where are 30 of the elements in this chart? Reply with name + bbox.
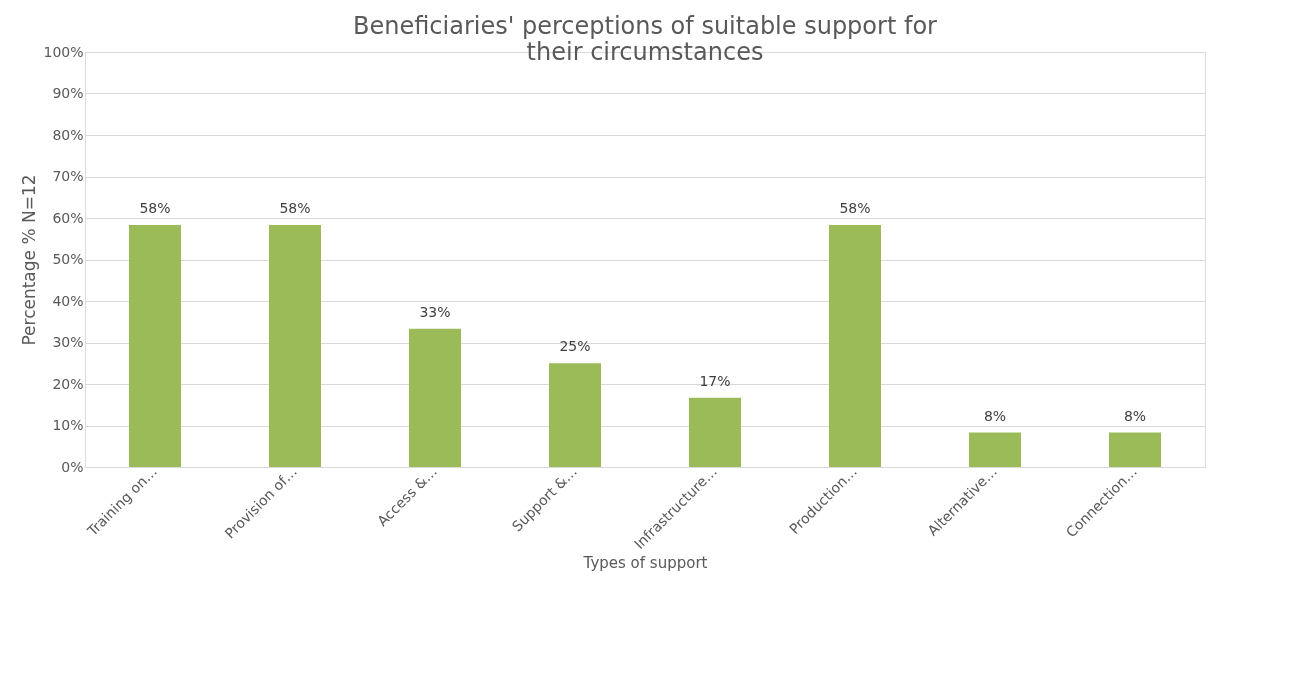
bar <box>829 225 881 467</box>
y-axis-title: Percentage % N=12 <box>19 174 40 346</box>
bar <box>1109 432 1161 467</box>
y-tick-label: 10% <box>52 417 84 433</box>
y-tick-label: 90% <box>52 85 84 101</box>
data-label: 58% <box>139 200 171 217</box>
y-tick-label: 20% <box>52 375 84 392</box>
data-label: 8% <box>1123 407 1147 424</box>
data-label: 33% <box>419 303 451 320</box>
data-label: 8% <box>983 407 1007 424</box>
y-tick-label: 30% <box>52 334 84 350</box>
bar <box>129 225 181 467</box>
bar <box>269 225 321 467</box>
x-axis-title: Types of support <box>582 554 708 573</box>
y-tick-label: 40% <box>52 292 84 309</box>
y-tick-label: 70% <box>52 168 84 184</box>
bar <box>689 397 741 467</box>
bar <box>969 432 1021 467</box>
data-label: 25% <box>559 338 591 355</box>
bar <box>409 328 461 467</box>
bar <box>549 363 601 467</box>
data-label: 17% <box>699 372 731 389</box>
y-tick-label: 80% <box>52 126 84 143</box>
data-label: 58% <box>839 200 871 217</box>
chart-title: Beneficiaries' perceptions of suitable support for their circumstances <box>353 12 938 66</box>
y-tick-label: 60% <box>52 209 84 226</box>
y-tick-label: 0% <box>61 458 84 475</box>
data-label: 58% <box>279 200 311 217</box>
y-tick-label: 50% <box>52 251 84 267</box>
y-tick-label: 100% <box>43 43 84 60</box>
